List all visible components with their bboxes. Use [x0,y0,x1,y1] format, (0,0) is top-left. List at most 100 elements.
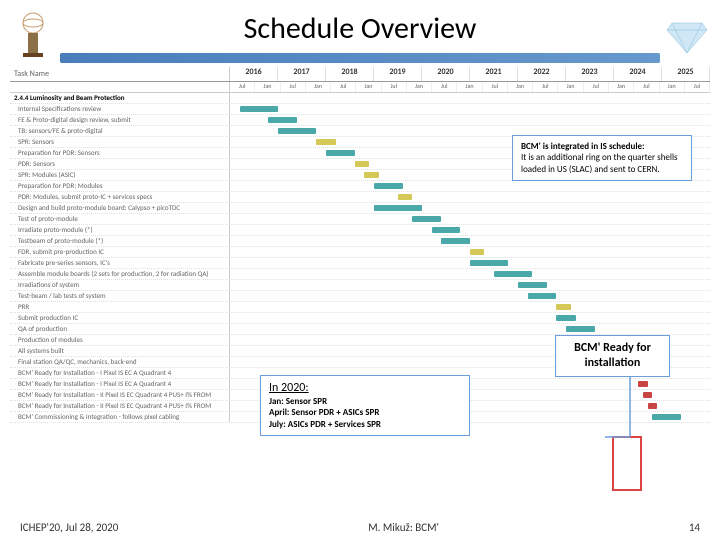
callout-integration: BCM' is integrated in IS schedule: It is… [512,135,692,181]
half-header: Jul [584,82,609,92]
task-row: Internal Specifications review [10,104,710,115]
gantt-bar [518,282,547,288]
bar-area [230,225,710,235]
footer-right: 14 [689,521,700,534]
task-label: Testbeam of proto-module (*) [10,236,230,246]
gantt-bar [240,106,278,112]
task-label: BCM' Ready for Installation - I Pixel IS… [10,368,230,378]
title-underline [60,53,660,63]
bar-area [230,247,710,257]
footer-center: M. Mikuž: BCM' [368,521,439,534]
half-header: Jul [331,82,356,92]
gantt-bar [364,172,378,178]
gantt-bar [278,128,316,134]
half-header: Jan [457,82,482,92]
half-header: Jan [558,82,583,92]
gantt-bar [470,260,508,266]
bar-area [230,236,710,246]
footer-left: ICHEP'20, Jul 28, 2020 [20,521,118,534]
task-label: Irradiate proto-module (*) [10,225,230,235]
half-header: Jan [407,82,432,92]
task-row: Test of proto-module [10,214,710,225]
gantt-bar [556,304,570,310]
year-header: 2025 [662,67,710,81]
half-header: Jan [255,82,280,92]
callout2-l3: July: ASICs PDR + Services SPR [269,419,381,430]
page-title: Schedule Overview [0,0,720,47]
task-label: Test-beam / lab tests of system [10,291,230,301]
bar-area [230,269,710,279]
year-header: 2024 [614,67,662,81]
task-label: TB: sensors/FE & proto-digital [10,126,230,136]
bar-area [230,181,710,191]
task-label: Preparation for PDR: Sensors [10,148,230,158]
task-label: 2.4.4 Luminosity and Beam Protection [10,93,230,103]
gantt-bar [398,194,412,200]
callout-connector [600,372,660,452]
task-label: SPR: Sensors [10,137,230,147]
atlas-logo [8,8,58,58]
bar-area [230,93,710,103]
task-label: PDR: Modules, submit proto-IC + services… [10,192,230,202]
task-label: Preparation for PDR: Modules [10,181,230,191]
bar-area [230,280,710,290]
task-row: PRR [10,302,710,313]
half-header: Jul [634,82,659,92]
callout-2020: In 2020: Jan: Sensor SPR April: Sensor P… [260,375,470,436]
bar-area [230,115,710,125]
footer: ICHEP'20, Jul 28, 2020 M. Mikuž: BCM' 14 [0,521,720,534]
task-row: Submit production IC [10,313,710,324]
task-header: Task Name [10,67,230,81]
callout2-l1: Jan: Sensor SPR [269,396,327,407]
gantt-bar [432,227,461,233]
year-header: 2023 [566,67,614,81]
gantt-bar [316,139,335,145]
gantt-bar [470,249,484,255]
half-header: Jan [306,82,331,92]
bar-area [230,313,710,323]
task-label: FDR, submit pre-production IC [10,247,230,257]
gantt-bar [494,271,532,277]
callout-ready: BCM' Ready for installation [555,335,670,377]
half-header: Jul [685,82,710,92]
year-header: 2016 [230,67,278,81]
task-row: Preparation for PDR: Modules [10,181,710,192]
task-label: BCM' Ready for Installation - II Pixel I… [10,390,230,400]
half-header: Jul [432,82,457,92]
task-label: BCM' Ready for Installation - I Pixel IS… [10,379,230,389]
task-row: Test-beam / lab tests of system [10,291,710,302]
task-label: FE & Proto-digital design review, submit [10,115,230,125]
half-header: Jul [533,82,558,92]
gantt-bar [374,205,422,211]
year-header: 2020 [422,67,470,81]
task-label: Final station QA/QC, mechanics, back-end [10,357,230,367]
task-label: Irradiations of system [10,280,230,290]
half-header: Jan [660,82,685,92]
bar-area [230,203,710,213]
gantt-bar [355,161,369,167]
year-header: 2018 [326,67,374,81]
task-row: Irradiations of system [10,280,710,291]
diamond-logo [662,8,712,58]
task-label: Fabricate pre-series sensors, IC's [10,258,230,268]
task-label: Assemble module boards (2 sets for produ… [10,269,230,279]
task-label: PDR: Sensors [10,159,230,169]
bar-area [230,291,710,301]
task-label: Design and build proto-module board: Cal… [10,203,230,213]
half-header: Jan [356,82,381,92]
task-label: Test of proto-module [10,214,230,224]
half-header: Jan [609,82,634,92]
half-header: Jan [508,82,533,92]
year-header: 2019 [374,67,422,81]
gantt-bar [412,216,441,222]
task-label: SPR: Modules (ASIC) [10,170,230,180]
half-header: Jul [281,82,306,92]
bar-area [230,324,710,334]
task-label: BCM' Commissioning & Integration - follo… [10,412,230,422]
bar-area [230,192,710,202]
task-label: Production of modules [10,335,230,345]
bar-area [230,104,710,114]
task-row: Testbeam of proto-module (*) [10,236,710,247]
gantt-bar [326,150,355,156]
task-label: BCM' Ready for Installation - II Pixel I… [10,401,230,411]
